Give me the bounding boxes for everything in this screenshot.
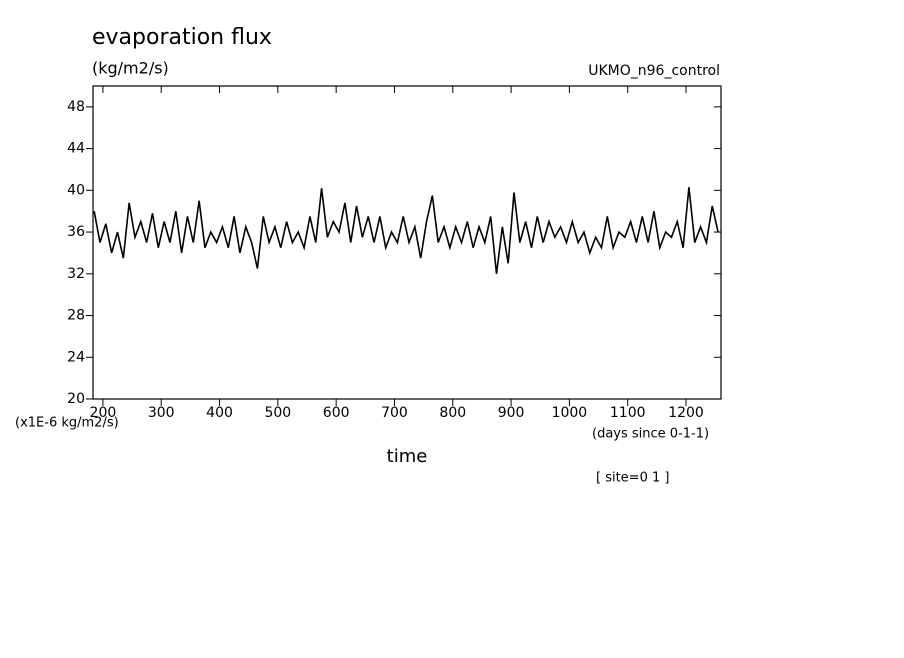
x-tick-label: 1200	[668, 405, 704, 421]
y-tick-label: 24	[67, 349, 85, 365]
x-tick-label: 200	[90, 405, 117, 421]
x-tick-label: 900	[498, 405, 525, 421]
x-units-label: (days since 0-1-1)	[592, 427, 709, 442]
y-units-label: (x1E-6 kg/m2/s)	[15, 416, 119, 431]
y-tick-label: 48	[67, 99, 85, 115]
units-label: (kg/m2/s)	[92, 59, 169, 78]
x-tick-label: 300	[148, 405, 175, 421]
x-tick-label: 600	[323, 405, 350, 421]
y-tick-label: 36	[67, 224, 85, 240]
x-tick-label: 1000	[552, 405, 588, 421]
dataset-label: UKMO_n96_control	[588, 63, 720, 79]
y-tick-label: 44	[67, 141, 85, 157]
data-line	[93, 187, 719, 274]
chart-title: evaporation flux	[92, 25, 272, 50]
x-tick-label: 500	[264, 405, 291, 421]
x-tick-label: 1100	[610, 405, 646, 421]
x-tick-label: 800	[439, 405, 466, 421]
y-tick-label: 20	[67, 391, 85, 407]
site-label: [ site=0 1 ]	[596, 471, 669, 486]
y-tick-label: 32	[67, 266, 85, 282]
x-tick-label: 700	[381, 405, 408, 421]
x-tick-label: 400	[206, 405, 233, 421]
x-axis-title: time	[387, 446, 428, 467]
y-tick-label: 40	[67, 182, 85, 198]
plot-frame	[92, 85, 722, 400]
y-tick-label: 28	[67, 308, 85, 324]
